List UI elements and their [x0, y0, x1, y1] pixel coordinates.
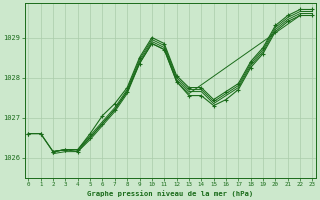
X-axis label: Graphe pression niveau de la mer (hPa): Graphe pression niveau de la mer (hPa) [87, 190, 253, 197]
